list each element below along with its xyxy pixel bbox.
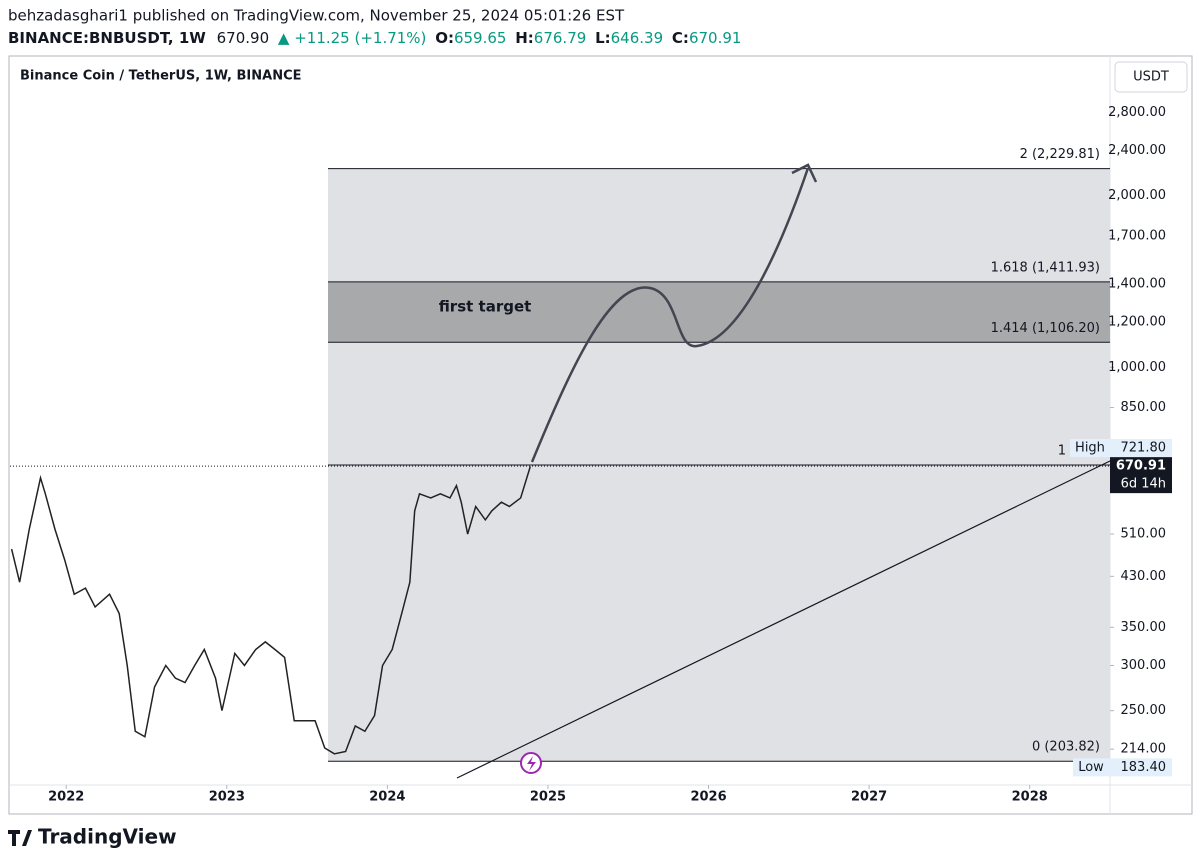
high-label: 721.80 [1121, 441, 1167, 456]
last: 670.90 [217, 29, 270, 47]
fib-label: 0 (203.82) [1032, 740, 1100, 755]
x-tick-label: 2026 [690, 790, 726, 805]
low-name: Low [1078, 760, 1104, 775]
low-label: 183.40 [1121, 760, 1167, 775]
l: 646.39 [611, 29, 664, 47]
x-tick-label: 2027 [851, 790, 887, 805]
logo-mark [8, 830, 32, 846]
arrow-head [791, 163, 818, 183]
fib-label: 1.618 (1,411.93) [991, 260, 1100, 275]
annotation: first target [439, 298, 532, 316]
y-tick-label: 2,000.00 [1108, 188, 1166, 203]
o-label: O: [435, 29, 454, 47]
l-label: L: [595, 29, 611, 47]
y-tick-label: 250.00 [1121, 703, 1167, 718]
brand: TradingView [38, 825, 177, 849]
y-tick-label: 2,400.00 [1108, 143, 1166, 158]
high-name: High [1075, 441, 1105, 456]
low-tag [1073, 758, 1110, 777]
x-tick-label: 2025 [530, 790, 566, 805]
x-tick-label: 2022 [48, 790, 84, 805]
fib-label: 2 (2,229.81) [1020, 147, 1100, 162]
c: 670.91 [689, 29, 742, 47]
currency: USDT [1133, 70, 1169, 85]
symbol-line: BINANCE:BNBUSDT, 1W 670.90 ▲ +11.25 (+1.… [8, 29, 741, 47]
h-label: H: [515, 29, 534, 47]
y-tick-label: 510.00 [1121, 527, 1167, 542]
x-tick-label: 2028 [1012, 790, 1048, 805]
y-tick-label: 1,400.00 [1108, 276, 1166, 291]
x-tick-label: 2024 [369, 790, 405, 805]
chart-title: Binance Coin / TetherUS, 1W, BINANCE [20, 69, 302, 84]
low-box [1110, 758, 1172, 777]
byline: behzadasghari1 published on TradingView.… [8, 7, 625, 25]
y-tick-label: 214.00 [1121, 742, 1167, 757]
y-tick-label: 430.00 [1121, 569, 1167, 584]
logo: TradingView [8, 825, 177, 849]
current-label: 670.91 [1116, 459, 1166, 474]
h: 676.79 [534, 29, 587, 47]
event-bolt [527, 756, 536, 771]
change: ▲ +11.25 (+1.71%) [278, 29, 427, 47]
y-tick-label: 2,800.00 [1108, 105, 1166, 120]
o: 659.65 [454, 29, 507, 47]
projection-arrow [530, 167, 810, 463]
target-zone [328, 281, 1110, 343]
c-label: C: [672, 29, 689, 47]
currency-button[interactable] [1114, 61, 1188, 93]
price-line [10, 466, 532, 755]
trend-line [456, 460, 1111, 779]
y-tick-label: 1,000.00 [1108, 360, 1166, 375]
y-tick-label: 300.00 [1121, 658, 1167, 673]
high-tag [1070, 439, 1110, 458]
plot: 0 (203.82)1 (6741.414 (1,106.20)1.618 (1… [10, 105, 1172, 805]
symbol: BINANCE:BNBUSDT, 1W [8, 29, 206, 47]
high-box [1110, 439, 1172, 458]
countdown: 6d 14h [1121, 477, 1166, 492]
x-tick-label: 2023 [209, 790, 245, 805]
current-box [1110, 457, 1172, 494]
fib-label: 1.414 (1,106.20) [991, 321, 1100, 336]
y-tick-label: 1,700.00 [1108, 228, 1166, 243]
y-tick-label: 350.00 [1121, 620, 1167, 635]
y-tick-label: 850.00 [1121, 400, 1167, 415]
y-tick-label: 1,200.00 [1108, 315, 1166, 330]
